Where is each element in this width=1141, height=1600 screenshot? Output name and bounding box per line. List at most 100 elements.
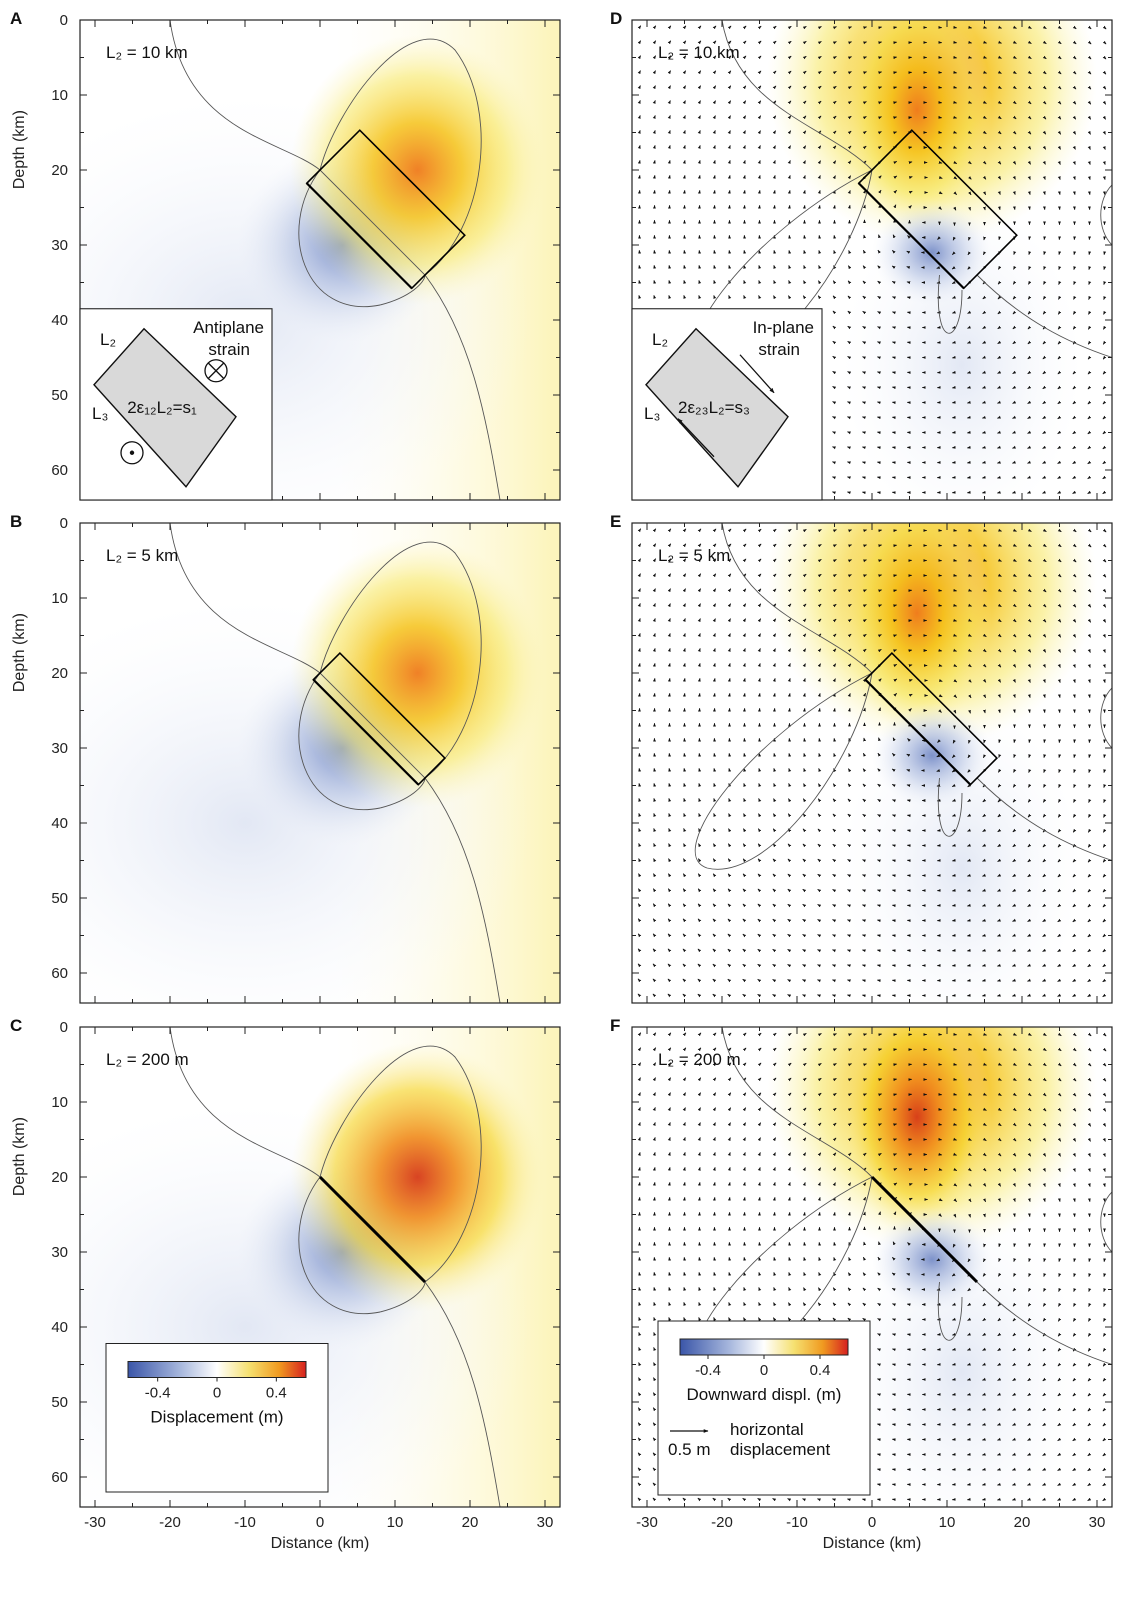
displacement-vector	[863, 234, 867, 239]
displacement-vector	[788, 265, 792, 269]
displacement-vector	[712, 70, 717, 75]
displacement-vector	[787, 70, 792, 75]
quiver-field	[637, 25, 1107, 495]
displacement-vector	[892, 234, 896, 239]
displacement-vector	[652, 40, 657, 45]
displacement-vector	[1012, 415, 1017, 419]
displacement-vector	[772, 160, 776, 165]
displacement-vector	[982, 1422, 986, 1426]
x-tick-label: -10	[786, 1514, 808, 1531]
displacement-vector	[757, 678, 761, 682]
displacement-vector	[952, 251, 956, 255]
displacement-vector	[727, 70, 732, 75]
displacement-vector	[772, 40, 777, 45]
displacement-vector	[936, 266, 941, 269]
displacement-vector	[757, 145, 761, 150]
y-tick-label: 50	[51, 1394, 68, 1411]
displacement-vector	[968, 1077, 972, 1081]
displacement-vector	[1042, 1198, 1046, 1202]
displacement-vector	[967, 160, 972, 165]
displacement-vector	[893, 116, 897, 120]
displacement-vector	[862, 964, 866, 968]
x-tick-label: 0	[868, 1514, 876, 1531]
displacement-vector	[697, 70, 702, 75]
displacement-vector	[862, 371, 867, 375]
displacement-vector	[832, 100, 837, 105]
displacement-vector	[712, 145, 716, 149]
displacement-vector	[772, 115, 777, 120]
displacement-vector	[832, 280, 837, 285]
displacement-vector	[892, 250, 896, 254]
panel-D: D L₂ = 10 km 2ε₂₃L₂=s₃ L₂ L₃ In-plane strain	[610, 9, 1113, 501]
displacement-vector	[952, 310, 956, 314]
displacement-vector	[742, 40, 747, 45]
displacement-vector	[937, 236, 941, 240]
displacement-vector	[982, 310, 987, 315]
displacement-vector	[847, 56, 852, 60]
displacement-vector	[788, 295, 792, 300]
displacement-vector	[667, 1152, 671, 1156]
colorbar-tick-label: 0	[213, 1385, 221, 1402]
displacement-vector	[637, 100, 641, 105]
displacement-vector	[787, 160, 791, 165]
displacement-vector	[982, 709, 986, 714]
displacement-vector	[877, 1408, 881, 1412]
inset-l3-label: L₃	[644, 404, 660, 423]
l2-label: L₂ = 10 km	[106, 43, 188, 62]
displacement-vector	[802, 25, 807, 30]
displacement-vector	[982, 1482, 986, 1486]
displacement-vector	[967, 903, 971, 907]
displacement-vector	[847, 145, 852, 150]
displacement-vector	[803, 280, 807, 285]
panel-B: B L₂ = 5 km 0 10 20 30 40 50 60 Depth (km)	[10, 512, 561, 1004]
displacement-vector	[952, 325, 956, 329]
displacement-vector	[893, 619, 897, 623]
colorbar-tick-label: -0.4	[695, 1362, 721, 1379]
displacement-vector	[802, 693, 806, 697]
inset-title-line1: In-plane	[753, 318, 814, 337]
displacement-vector	[787, 40, 792, 45]
displacement-vector	[1072, 1183, 1076, 1187]
displacement-vector	[727, 115, 731, 120]
displacement-vector	[847, 41, 852, 45]
displacement-vector	[983, 25, 987, 29]
displacement-vector	[953, 115, 957, 119]
displacement-vector	[652, 25, 657, 30]
displacement-vector	[878, 1063, 882, 1067]
displacement-vector	[997, 445, 1001, 449]
displacement-vector	[637, 70, 641, 75]
displacement-vector	[712, 25, 717, 30]
displacement-vector	[982, 1437, 986, 1441]
displacement-vector	[667, 115, 671, 120]
displacement-vector	[832, 160, 837, 165]
displacement-vector	[772, 1182, 776, 1186]
displacement-vector	[862, 356, 867, 360]
displacement-vector	[997, 191, 1001, 195]
displacement-vector	[877, 295, 882, 300]
displacement-vector	[847, 115, 852, 120]
displacement-vector	[652, 1152, 656, 1156]
displacement-vector	[997, 40, 1002, 44]
displacement-vector	[758, 295, 762, 300]
displacement-vector	[1028, 754, 1032, 758]
displacement-vector	[893, 160, 898, 165]
displacement-vector	[953, 618, 957, 622]
displacement-vector	[997, 1497, 1001, 1501]
displacement-vector	[982, 130, 987, 135]
displacement-vector	[758, 280, 762, 284]
negative-contour	[298, 672, 426, 811]
displacement-vector	[1103, 266, 1107, 270]
displacement-vector	[667, 40, 672, 45]
displacement-vector	[982, 430, 986, 434]
displacement-vector	[982, 445, 986, 449]
displacement-vector	[1012, 400, 1017, 404]
displacement-vector	[892, 296, 896, 300]
displacement-vector	[862, 145, 867, 150]
displacement-vector	[817, 130, 822, 135]
panel-A: A L₂ = 10 km 0 10 20 30 40 50 60 Depth (km) 2ε₁₂L₂…	[10, 9, 561, 501]
displacement-vector	[803, 753, 807, 757]
displacement-vector	[862, 461, 866, 465]
displacement-vector	[773, 295, 777, 300]
displacement-vector	[712, 40, 717, 45]
displacement-vector	[1012, 191, 1016, 195]
